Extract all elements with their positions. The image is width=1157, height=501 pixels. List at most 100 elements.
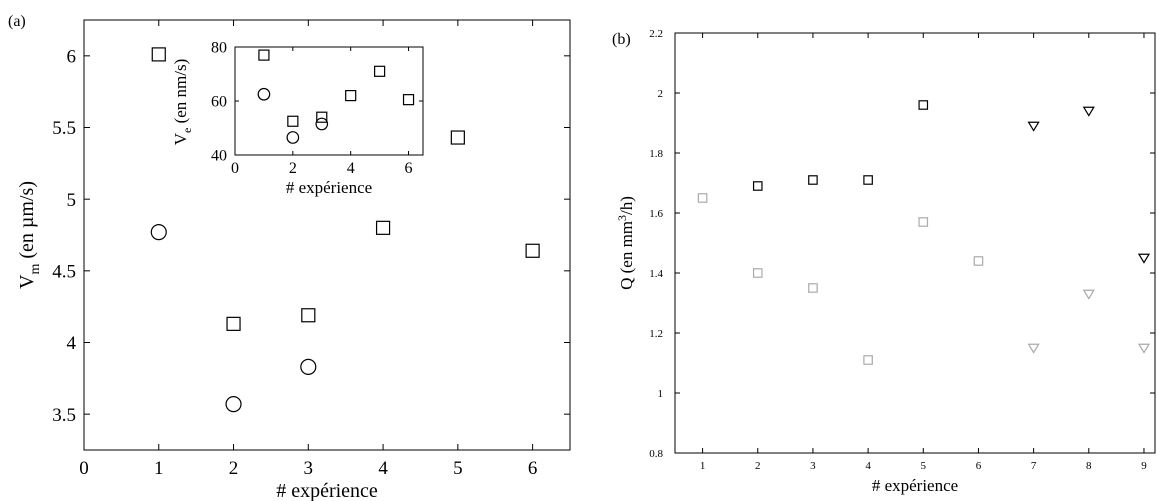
panel-b-x-axis-label: # expérience bbox=[872, 476, 958, 495]
b-x-tick-label: 4 bbox=[865, 460, 871, 472]
i-x-tick-label: 2 bbox=[289, 160, 297, 177]
i-x-tick-label: 4 bbox=[347, 160, 355, 177]
a-y-tick-label: 6 bbox=[67, 46, 77, 67]
a-circle-marker bbox=[150, 224, 167, 241]
b-y-tick-label: 1 bbox=[658, 388, 664, 400]
panel-b-plot-frame bbox=[674, 32, 1156, 454]
i-square-marker bbox=[287, 115, 299, 127]
inset-y-axis-label-subscript: e bbox=[180, 128, 194, 133]
b-triangle-marker bbox=[1137, 253, 1151, 264]
inset-y-axis-label: Ve (en nm/s) bbox=[171, 59, 194, 146]
i-y-tick-label: 40 bbox=[211, 148, 227, 165]
panel-a-marks bbox=[150, 47, 540, 413]
a-x-tick-label: 4 bbox=[378, 458, 388, 479]
b-x-tick-label: 9 bbox=[1141, 460, 1147, 472]
a-y-tick-label: 3.5 bbox=[52, 405, 76, 426]
i-square-marker bbox=[316, 111, 328, 123]
b-y-tick-label: 1.2 bbox=[649, 328, 663, 340]
a-x-tick-label: 1 bbox=[154, 458, 164, 479]
i-y-tick-label: 60 bbox=[211, 94, 227, 111]
panel-b-marks bbox=[697, 100, 1151, 365]
b-triangle-marker bbox=[1082, 106, 1095, 117]
b-triangle-marker bbox=[1137, 343, 1151, 354]
i-square-marker bbox=[345, 89, 357, 102]
panel-a-y-axis-label-rest: (en µm/s) bbox=[16, 181, 38, 264]
b-square-marker bbox=[918, 217, 929, 227]
b-x-tick-label: 6 bbox=[976, 460, 982, 472]
b-x-tick-label: 7 bbox=[1031, 460, 1037, 472]
panel-a-plot-frame bbox=[83, 19, 571, 451]
a-square-marker bbox=[301, 308, 316, 323]
b-square-marker bbox=[918, 100, 929, 110]
b-triangle-marker bbox=[1027, 121, 1040, 132]
panel-b-label: (b) bbox=[612, 31, 631, 48]
panel-b-y-axis-label-main: Q (en mm bbox=[617, 221, 636, 290]
b-square-marker bbox=[752, 181, 763, 191]
panel-b-y-axis-label: Q (en mm3/h) bbox=[615, 196, 636, 290]
b-x-tick-label: 1 bbox=[700, 460, 706, 472]
panel-a-y-axis-label-main: V bbox=[16, 274, 38, 289]
i-circle-marker bbox=[315, 117, 329, 131]
i-x-tick-label: 6 bbox=[405, 160, 413, 177]
b-y-tick-label: 2 bbox=[658, 88, 664, 100]
b-square-marker bbox=[863, 355, 873, 365]
inset-marks bbox=[257, 49, 415, 144]
panel-a-x-ticks: 0 1 2 3 4 5 6 bbox=[79, 20, 537, 479]
b-y-tick-label: 1.8 bbox=[649, 148, 663, 160]
b-x-tick-label: 2 bbox=[755, 460, 761, 472]
inset-y-axis-label-rest: (en nm/s) bbox=[171, 59, 190, 128]
panel-a-inset: 0 2 4 6 40 60 80 # expérience Ve (en nm/s) bbox=[171, 40, 424, 197]
a-y-tick-label: 5 bbox=[67, 190, 77, 211]
panel-b-y-ticks: 0.8 1 1.2 1.4 1.6 1.8 2 2.2 bbox=[649, 28, 1155, 460]
a-x-tick-label: 5 bbox=[453, 458, 463, 479]
a-square-marker bbox=[450, 130, 465, 145]
b-square-marker bbox=[863, 175, 873, 185]
b-square-marker bbox=[697, 193, 708, 203]
a-x-tick-label: 3 bbox=[304, 458, 314, 479]
a-y-tick-label: 4.5 bbox=[52, 261, 76, 282]
a-circle-marker bbox=[225, 396, 242, 413]
a-x-tick-label: 0 bbox=[79, 458, 89, 479]
i-circle-marker bbox=[257, 87, 271, 101]
inset-y-axis-label-main: V bbox=[171, 132, 190, 145]
a-y-tick-label: 4 bbox=[67, 333, 77, 354]
b-y-tick-label: 2.2 bbox=[649, 28, 663, 40]
panel-a-y-axis-label: Vm (en µm/s) bbox=[16, 181, 43, 289]
i-x-tick-label: 0 bbox=[231, 160, 239, 177]
b-square-marker bbox=[973, 256, 984, 266]
a-square-marker bbox=[525, 243, 540, 258]
i-square-marker bbox=[374, 65, 386, 77]
inset-x-axis-label: # expérience bbox=[286, 178, 372, 197]
panel-a-y-ticks: 3.5 4 4.5 5 5.5 6 bbox=[52, 46, 570, 426]
panel-a-x-axis-label: # expérience bbox=[276, 480, 378, 501]
b-x-tick-label: 5 bbox=[921, 460, 927, 472]
panel-b-y-axis-label-superscript: 3 bbox=[615, 215, 629, 221]
inset-x-ticks: 0 2 4 6 bbox=[231, 47, 413, 177]
a-square-marker bbox=[151, 47, 166, 62]
b-square-marker bbox=[808, 175, 818, 185]
b-y-tick-label: 1.4 bbox=[649, 268, 663, 280]
a-square-marker bbox=[226, 316, 241, 331]
b-triangle-marker bbox=[1027, 343, 1040, 354]
panel-b-y-axis-label-rest: /h) bbox=[617, 196, 636, 215]
b-square-marker bbox=[808, 283, 818, 293]
i-square-marker bbox=[258, 49, 270, 61]
i-square-marker bbox=[402, 94, 415, 106]
a-square-marker bbox=[375, 220, 391, 235]
inset-y-ticks: 40 60 80 bbox=[211, 40, 423, 165]
a-x-tick-label: 6 bbox=[528, 458, 538, 479]
a-circle-marker bbox=[300, 358, 317, 375]
panel-b: (b) 1 2 3 4 5 6 7 8 9 0.8 1 1.2 1.4 1.6 1.8 2 2.2 # exp… bbox=[612, 28, 1156, 495]
a-y-tick-label: 5.5 bbox=[52, 118, 76, 139]
i-circle-marker bbox=[286, 131, 300, 144]
panel-a: (a) 0 1 2 3 4 5 6 3.5 4 4.5 5 5.5 6 # expérience Vm… bbox=[8, 13, 571, 501]
panel-a-label: (a) bbox=[8, 13, 26, 30]
b-square-marker bbox=[752, 268, 763, 278]
panel-a-y-axis-label-subscript: m bbox=[28, 264, 43, 275]
a-x-tick-label: 2 bbox=[229, 458, 239, 479]
b-y-tick-label: 0.8 bbox=[649, 448, 663, 460]
b-y-tick-label: 1.6 bbox=[649, 208, 663, 220]
b-x-tick-label: 3 bbox=[810, 460, 816, 472]
b-triangle-marker bbox=[1082, 289, 1095, 300]
